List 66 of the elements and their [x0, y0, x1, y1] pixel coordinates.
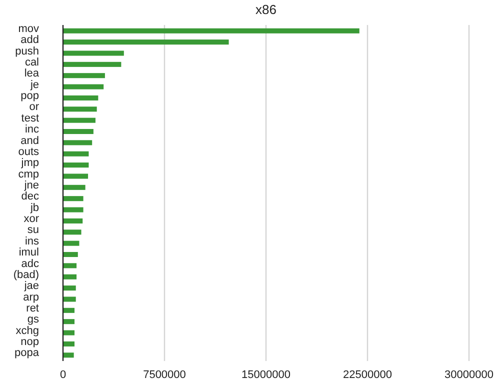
y-tick-label: ret [26, 302, 39, 315]
bar [63, 62, 122, 67]
y-tick-label: add [20, 34, 39, 46]
bar [63, 352, 74, 358]
y-tick-label: ins [24, 235, 40, 248]
y-tick-label: gs [27, 314, 40, 326]
y-tick-label: xor [24, 213, 40, 226]
y-tick-label: push [15, 45, 39, 58]
y-tick-label: lea [24, 68, 40, 80]
y-tick-label: cal [24, 56, 39, 69]
y-tick-label: or [29, 101, 40, 114]
x-tick-label: 22500000 [343, 369, 392, 381]
bar [63, 128, 94, 134]
bar [63, 50, 124, 56]
bar [63, 151, 89, 156]
bar [63, 73, 105, 78]
y-tick-label: jb [29, 202, 39, 214]
bar [63, 162, 89, 168]
bar [63, 140, 92, 146]
bar [63, 196, 84, 202]
bar [63, 263, 77, 268]
y-tick-label: jne [23, 180, 39, 192]
y-tick-label: adc [21, 258, 40, 270]
bar [63, 252, 78, 258]
bar [63, 28, 360, 34]
y-tick-label: jmp [20, 157, 39, 170]
y-tick-label: arp [23, 291, 39, 304]
bar [63, 240, 80, 246]
y-tick-label: outs [18, 146, 40, 158]
bar [63, 106, 97, 112]
y-tick-label: pop [20, 90, 39, 102]
bar [63, 286, 76, 291]
bar [63, 95, 98, 100]
y-tick-label: su [27, 224, 39, 236]
bar [63, 274, 77, 280]
y-tick-label: jae [23, 280, 39, 292]
y-tick-label: (bad) [13, 268, 39, 281]
chart-title: x86 [256, 2, 276, 17]
bar [63, 330, 75, 336]
y-tick-label: xchg [16, 324, 39, 337]
bar [63, 319, 75, 324]
bar [63, 84, 104, 90]
bar [63, 184, 86, 190]
y-tick-label: test [21, 112, 39, 124]
bar [63, 341, 75, 346]
y-tick-label: dec [21, 190, 40, 203]
y-tick-label: and [20, 134, 39, 147]
x-tick-label: 15000000 [242, 369, 290, 381]
x-tick-label: 0 [60, 369, 66, 381]
bar [63, 118, 96, 123]
y-tick-label: cmp [18, 168, 39, 180]
bar [63, 296, 76, 302]
y-tick-label: popa [14, 347, 40, 360]
bar [63, 207, 84, 212]
y-tick-label: inc [24, 124, 40, 136]
y-tick-label: je [29, 78, 39, 91]
x-tick-label: 7500000 [143, 369, 186, 381]
y-tick-label: imul [18, 246, 39, 259]
bar [63, 174, 88, 179]
bar [63, 308, 75, 313]
bar [63, 40, 229, 45]
x-tick-label: 30000000 [444, 369, 494, 381]
y-tick-label: mov [18, 22, 40, 35]
bar [63, 218, 83, 224]
bar [63, 230, 82, 235]
y-tick-label: nop [20, 336, 39, 348]
